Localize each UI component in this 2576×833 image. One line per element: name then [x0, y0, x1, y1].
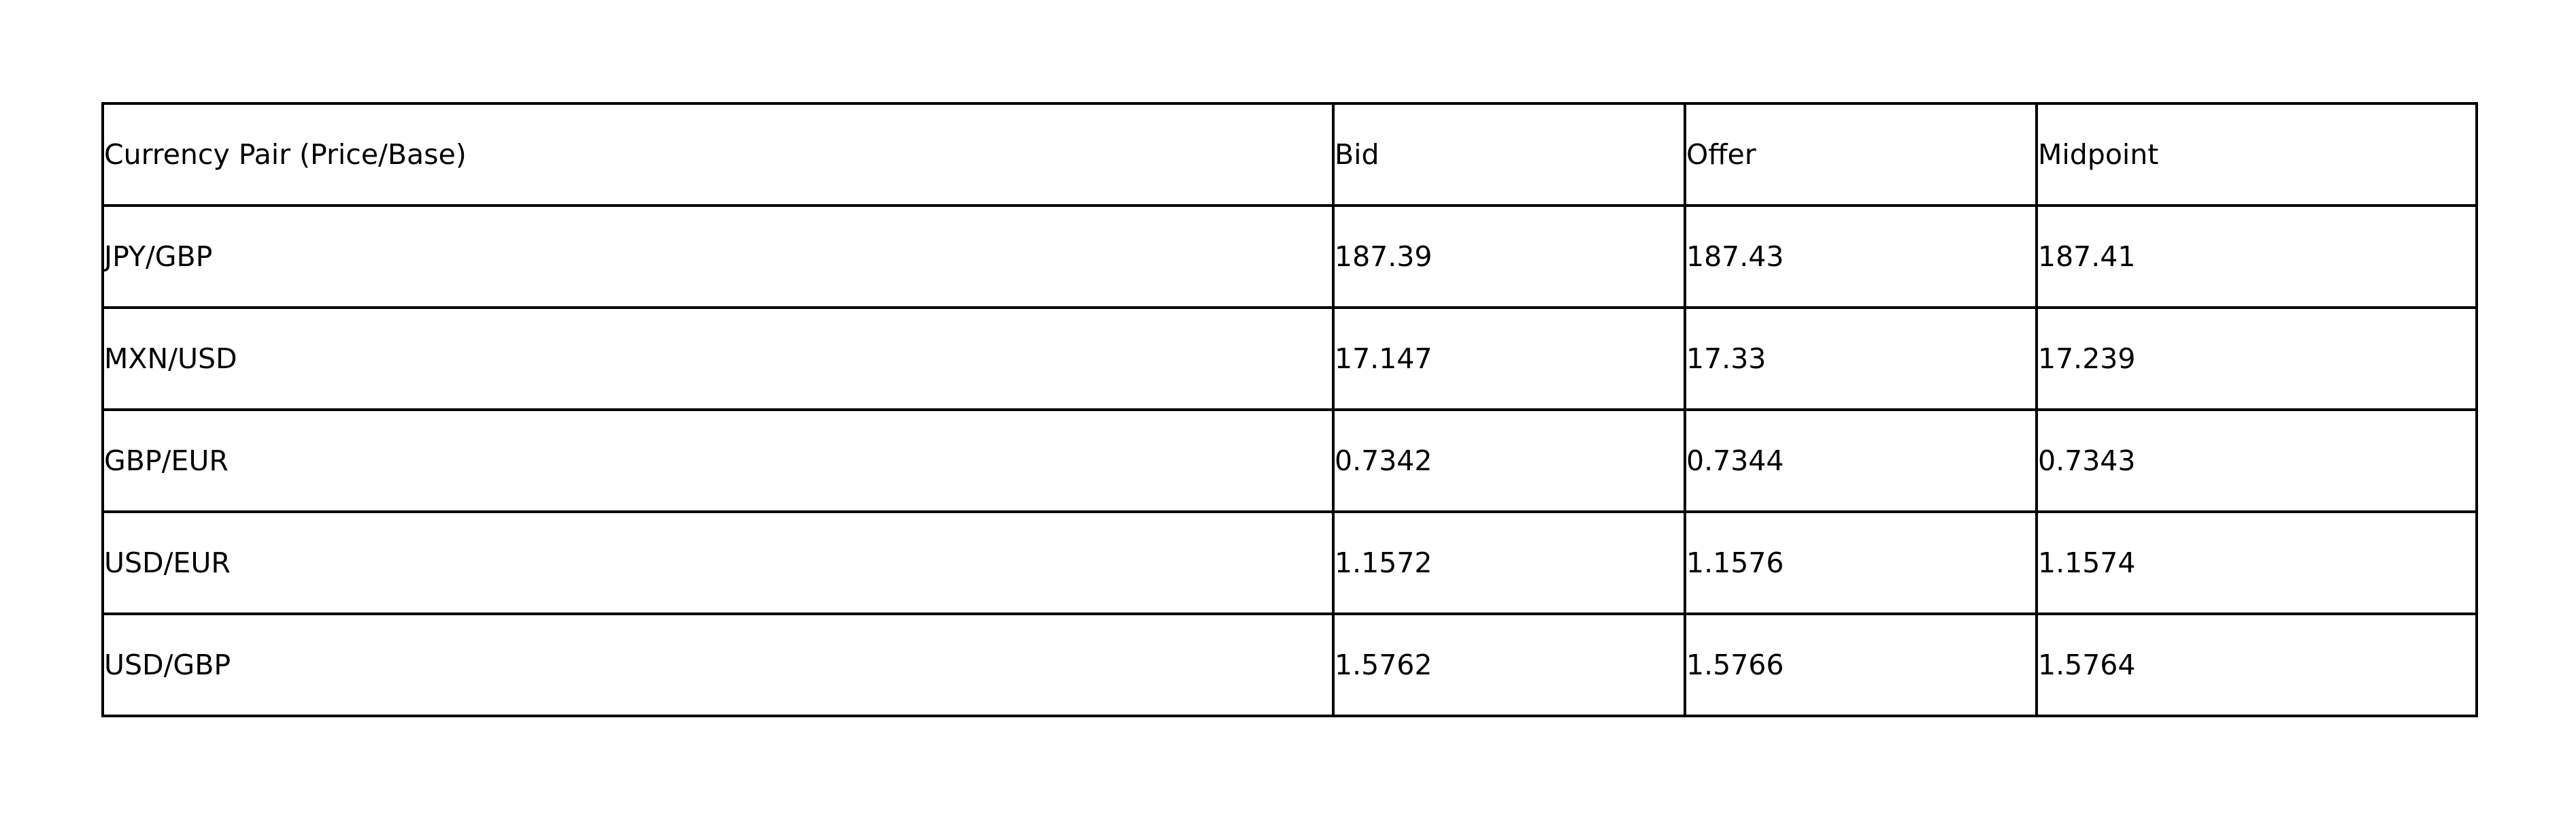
cell-bid: 0.7342 — [1332, 408, 1686, 513]
cell-midpoint: 187.41 — [2035, 204, 2478, 309]
header-midpoint: Midpoint — [2035, 102, 2478, 207]
table-row: USD/EUR 1.1572 1.1576 1.1574 — [101, 510, 2478, 615]
header-offer: Offer — [1684, 102, 2038, 207]
cell-midpoint: 1.5764 — [2035, 612, 2478, 717]
table-header-row: Currency Pair (Price/Base) Bid Offer Mid… — [101, 102, 2478, 207]
table-row: USD/GBP 1.5762 1.5766 1.5764 — [101, 612, 2478, 717]
cell-offer: 187.43 — [1684, 204, 2038, 309]
table-row: GBP/EUR 0.7342 0.7344 0.7343 — [101, 408, 2478, 513]
cell-midpoint: 17.239 — [2035, 306, 2478, 411]
cell-currency-pair: MXN/USD — [101, 306, 1335, 411]
table-row: MXN/USD 17.147 17.33 17.239 — [101, 306, 2478, 411]
currency-rates-table: Currency Pair (Price/Base) Bid Offer Mid… — [101, 102, 2478, 717]
cell-bid: 17.147 — [1332, 306, 1686, 411]
cell-currency-pair: USD/GBP — [101, 612, 1335, 717]
cell-currency-pair: USD/EUR — [101, 510, 1335, 615]
header-currency-pair: Currency Pair (Price/Base) — [101, 102, 1335, 207]
cell-currency-pair: JPY/GBP — [101, 204, 1335, 309]
cell-offer: 17.33 — [1684, 306, 2038, 411]
cell-midpoint: 1.1574 — [2035, 510, 2478, 615]
table-row: JPY/GBP 187.39 187.43 187.41 — [101, 204, 2478, 309]
cell-offer: 0.7344 — [1684, 408, 2038, 513]
cell-bid: 187.39 — [1332, 204, 1686, 309]
cell-bid: 1.5762 — [1332, 612, 1686, 717]
cell-midpoint: 0.7343 — [2035, 408, 2478, 513]
cell-currency-pair: GBP/EUR — [101, 408, 1335, 513]
header-bid: Bid — [1332, 102, 1686, 207]
cell-offer: 1.5766 — [1684, 612, 2038, 717]
cell-bid: 1.1572 — [1332, 510, 1686, 615]
cell-offer: 1.1576 — [1684, 510, 2038, 615]
